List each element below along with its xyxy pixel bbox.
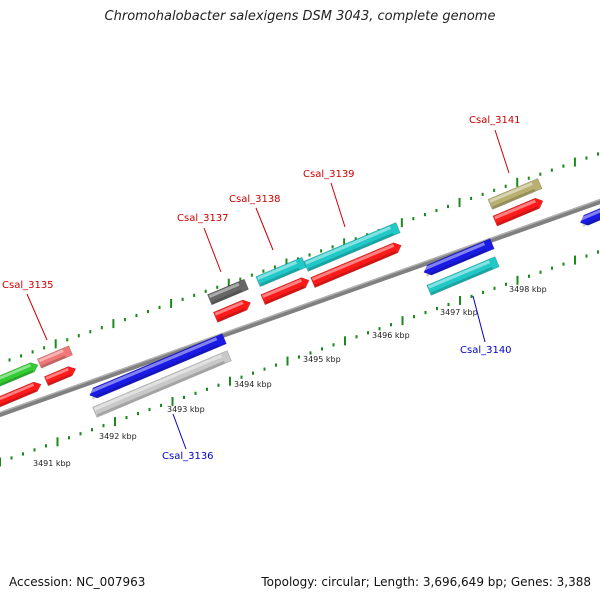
gene-label: Csal_3141 <box>469 115 521 126</box>
gene-label-leader <box>472 295 486 343</box>
tick-label: 3496 kbp <box>372 331 410 340</box>
gene-features <box>0 178 600 418</box>
accession-text: Accession: NC_007963 <box>9 575 146 589</box>
csal-3137-cds <box>212 299 251 323</box>
tick-label: 3498 kbp <box>509 285 547 294</box>
csal-3141-cog <box>487 178 543 210</box>
gene-label: Csal_3137 <box>177 213 229 224</box>
page-title: Chromohalobacter salexigens DSM 3043, co… <box>104 9 496 24</box>
backbone-highlight <box>0 198 600 414</box>
cds-cog-left <box>0 362 39 391</box>
csal-3137-cog <box>207 278 249 306</box>
backbone-line <box>0 198 600 418</box>
gene-label: Csal_3140 <box>460 345 512 356</box>
csal-3135-cds <box>43 366 77 387</box>
tick-label: 3495 kbp <box>303 355 341 364</box>
gene-label: Csal_3138 <box>229 194 281 205</box>
tick-label: 3492 kbp <box>99 432 137 441</box>
gene-label-leader <box>330 182 346 228</box>
cds-red-left <box>0 381 42 409</box>
tick-label: 3497 kbp <box>440 308 478 317</box>
csal-3136-cog <box>88 333 227 400</box>
gene-label: Csal_3139 <box>303 169 355 180</box>
gene-label: Csal_3136 <box>162 451 214 462</box>
csal-3139-cds <box>310 242 402 289</box>
gene-label-leader <box>255 207 274 251</box>
csal-3138-cds <box>260 277 310 306</box>
gene-label-leader <box>172 413 187 450</box>
topology-text: Topology: circular; Length: 3,696,649 bp… <box>261 575 591 589</box>
genome-backbone <box>0 198 600 418</box>
tick-labels: 3491 kbp 3492 kbp 3493 kbp 3494 kbp 3495 kbp… <box>33 285 547 468</box>
csal-3135-cog <box>36 345 74 369</box>
outer-tick-ring <box>8 152 599 362</box>
csal-3141-cds <box>492 197 544 227</box>
csal-3136-cds <box>92 350 232 418</box>
gene-label-leader <box>494 129 510 174</box>
gene-label-leader <box>203 227 222 273</box>
cds-blue-right <box>579 203 600 227</box>
csal-3140-cds <box>426 256 500 296</box>
csal-3138-cog <box>255 256 307 288</box>
inner-tick-ring <box>0 250 599 467</box>
tick-label: 3493 kbp <box>167 405 205 414</box>
csal-3139-cog <box>303 222 401 272</box>
tick-label: 3494 kbp <box>234 380 272 389</box>
gene-label: Csal_3135 <box>2 280 54 291</box>
gene-label-leader <box>26 293 48 341</box>
tick-label: 3491 kbp <box>33 459 71 468</box>
csal-3140-cog <box>423 238 495 277</box>
